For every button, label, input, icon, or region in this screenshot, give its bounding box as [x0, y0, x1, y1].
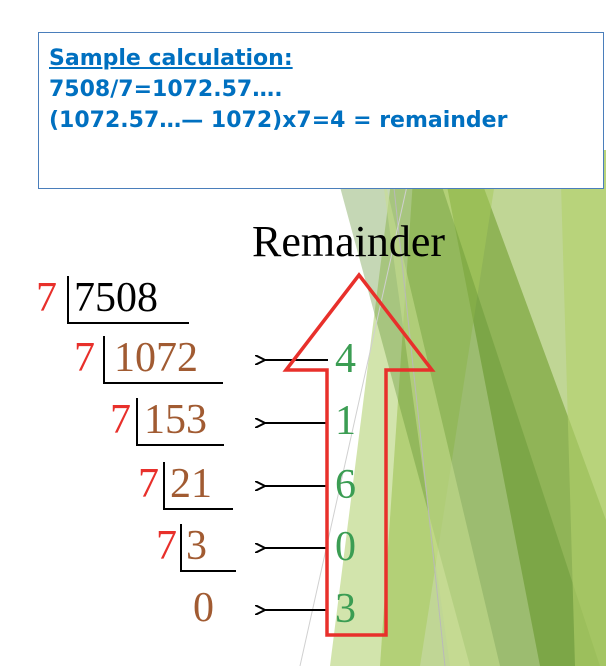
divisor-5: 7	[156, 523, 177, 569]
dividend-6: 0	[193, 585, 214, 631]
up-arrow-outline	[282, 272, 436, 637]
bracket-vertical-3	[136, 398, 138, 446]
bracket-horizontal-1	[67, 322, 189, 324]
bracket-horizontal-4	[163, 508, 233, 510]
remainder-1: 4	[335, 336, 356, 382]
divisor-1: 7	[36, 275, 57, 321]
callout-line-2: (1072.57…— 1072)x7=4 = remainder	[49, 108, 508, 133]
remainder-4: 0	[335, 524, 356, 570]
callout-heading: Sample calculation:	[49, 46, 293, 71]
remainder-5: 3	[335, 586, 356, 632]
bracket-vertical-2	[103, 336, 105, 384]
dividend-2: 1072	[114, 335, 198, 381]
remainder-3: 6	[335, 462, 356, 508]
callout-line-1: 7508/7=1072.57….	[49, 77, 283, 102]
dividend-1: 7508	[74, 275, 158, 321]
divisor-3: 7	[110, 397, 131, 443]
bracket-vertical-5	[180, 524, 182, 572]
bracket-vertical-1	[67, 276, 69, 324]
bracket-horizontal-3	[136, 444, 224, 446]
bracket-vertical-4	[163, 462, 165, 510]
remainder-2: 1	[335, 398, 356, 444]
dividend-4: 21	[170, 461, 212, 507]
divisor-2: 7	[74, 335, 95, 381]
divisor-4: 7	[138, 461, 159, 507]
dividend-3: 153	[144, 397, 207, 443]
dividend-5: 3	[186, 523, 207, 569]
remainder-title: Remainder	[252, 217, 446, 266]
bracket-horizontal-2	[103, 382, 223, 384]
sample-calculation-callout: Sample calculation: 7508/7=1072.57…. (10…	[38, 32, 604, 189]
bracket-horizontal-5	[180, 570, 236, 572]
